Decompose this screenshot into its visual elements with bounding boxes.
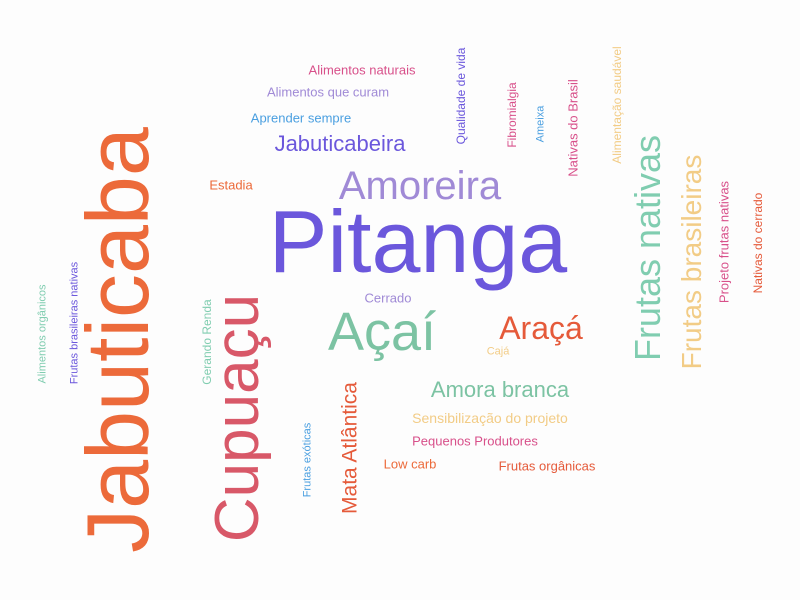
word-cloud-term: Cupuaçu [203,293,272,543]
word-cloud-term: Gerando Renda [200,299,214,385]
word-cloud-term: Frutas nativas [627,134,668,362]
word-cloud-term: Alimentos que curam [266,84,390,100]
word-cloud-term: Fibromialgia [505,82,519,148]
word-cloud-term: Alimentação saudável [610,46,624,164]
word-cloud-term: Projeto frutas nativas [716,180,732,304]
word-cloud-term: Nativas do Brasil [565,79,581,177]
word-cloud-term: Frutas brasileiras [676,154,707,370]
word-cloud-term: Qualidade de vida [454,47,468,145]
word-cloud-term: Amora branca [430,377,570,402]
word-cloud-term: Frutas exóticas [301,422,314,498]
word-cloud-term: Pitanga [268,192,568,291]
word-cloud-term: Ameixa [534,105,547,143]
word-cloud-term: Jabuticabeira [274,131,406,156]
word-cloud-term: Açaí [327,302,437,362]
word-cloud-term: Estadia [209,177,253,193]
word-cloud-term: Amoreira [338,164,502,208]
word-cloud-term: Frutas brasileiras nativas [68,261,81,385]
word-cloud-term: Low carb [383,456,437,472]
word-cloud-term: Jabuticaba [68,127,167,553]
word-cloud-term: Pequenos Produtores [412,433,538,449]
word-cloud-term: Nativas do cerrado [751,192,765,294]
word-cloud-term: Araçá [499,310,583,346]
word-cloud-term: Alimentos orgânicos [36,284,49,384]
word-cloud-term: Sensibilização do projeto [412,410,568,426]
word-cloud-term: Alimentos naturais [308,62,416,78]
word-cloud-term: Frutas orgânicas [498,458,596,474]
word-cloud-term: Mata Atlântica [338,382,362,514]
word-cloud-term: Cerrado [364,290,412,306]
word-cloud-term: Aprender sempre [250,110,352,126]
word-cloud-term: Cajá [486,345,510,358]
